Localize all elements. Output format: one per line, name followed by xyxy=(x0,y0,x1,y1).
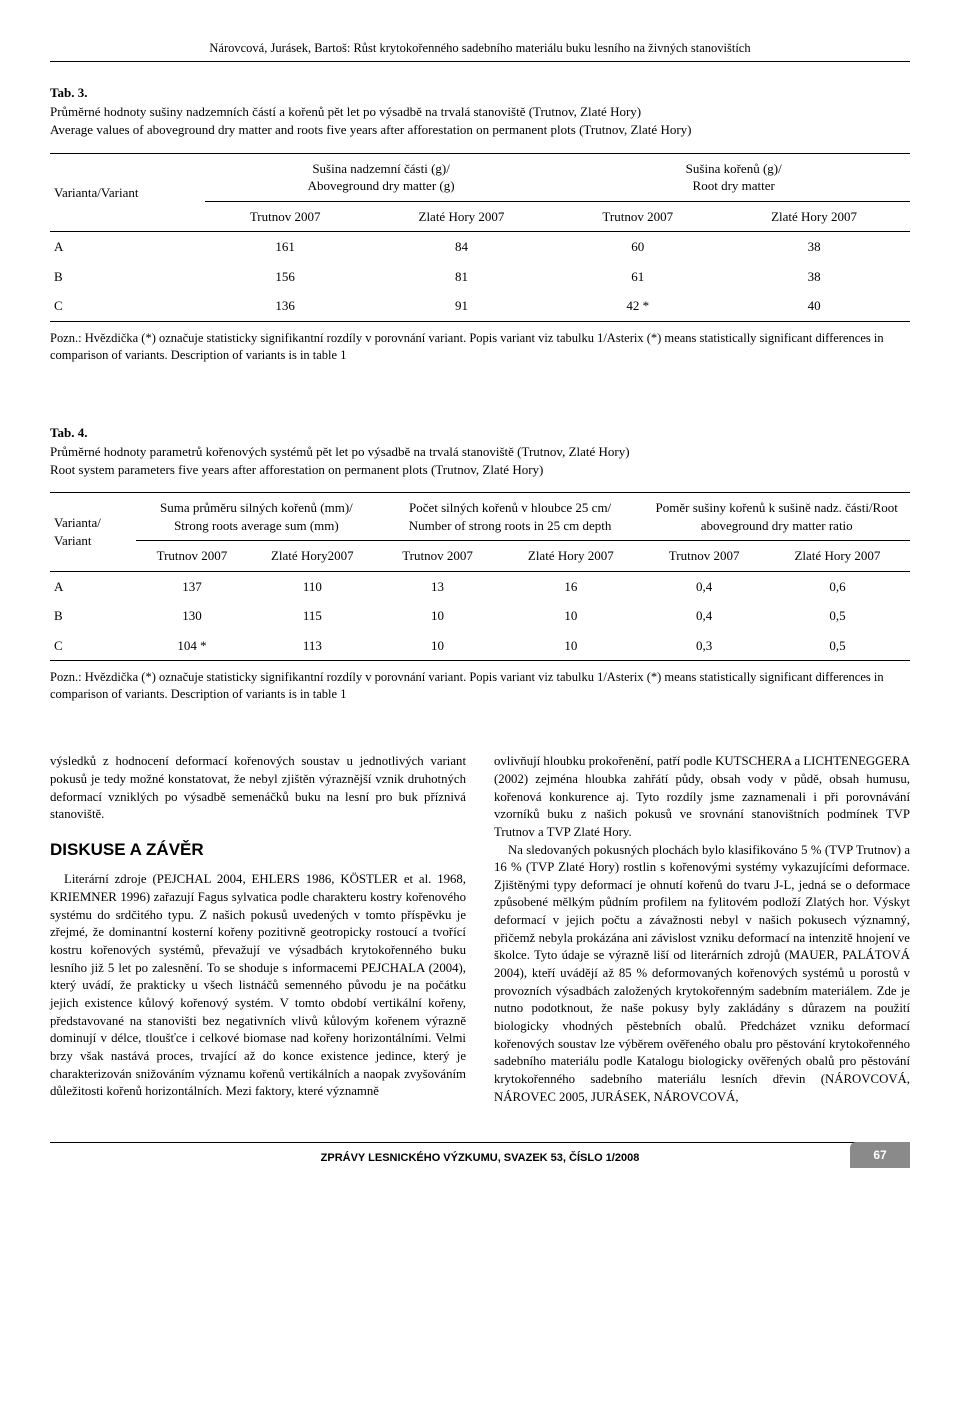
cell: 38 xyxy=(718,262,910,292)
cell: 0,3 xyxy=(643,631,765,661)
cell: 156 xyxy=(205,262,366,292)
tab4-caption-cz: Průměrné hodnoty parametrů kořenových sy… xyxy=(50,444,630,459)
table-4-block: Tab. 4. Průměrné hodnoty parametrů kořen… xyxy=(50,424,910,704)
tab3-grp1-en: Aboveground dry matter (g) xyxy=(308,178,455,193)
cell: 0,5 xyxy=(765,601,910,631)
tab4-sub2: Zlaté Hory2007 xyxy=(248,541,377,571)
tab4-grp3: Poměr sušiny kořenů k sušině nadz. části… xyxy=(643,493,910,541)
cell: 91 xyxy=(366,291,558,321)
table-row: A 137 110 13 16 0,4 0,6 xyxy=(50,571,910,601)
tab3-note: Pozn.: Hvězdička (*) označuje statistick… xyxy=(50,330,910,364)
tab4-grp2: Počet silných kořenů v hloubce 25 cm/ Nu… xyxy=(377,493,644,541)
table-row: C 104 * 113 10 10 0,3 0,5 xyxy=(50,631,910,661)
tab4-grp1-en: Strong roots average sum (mm) xyxy=(174,518,339,533)
tab3-caption: Průměrné hodnoty sušiny nadzemních částí… xyxy=(50,103,910,138)
cell: 110 xyxy=(248,571,377,601)
body-p4: Na sledovaných pokusných plochách bylo k… xyxy=(494,842,910,1107)
page-number-badge: 67 xyxy=(850,1142,910,1168)
tab4-note: Pozn.: Hvězdička (*) označuje statistick… xyxy=(50,669,910,703)
tab4-sub4: Zlaté Hory 2007 xyxy=(498,541,643,571)
cell: 161 xyxy=(205,232,366,262)
tab3-caption-cz: Průměrné hodnoty sušiny nadzemních částí… xyxy=(50,104,641,119)
cell: 81 xyxy=(366,262,558,292)
tab3-caption-en: Average values of aboveground dry matter… xyxy=(50,122,692,137)
section-heading: DISKUSE A ZÁVĚR xyxy=(50,838,466,861)
tab4-grp1: Suma průměru silných kořenů (mm)/ Strong… xyxy=(136,493,377,541)
page-footer: ZPRÁVY LESNICKÉHO VÝZKUMU, SVAZEK 53, ČÍ… xyxy=(50,1142,910,1182)
cell: 61 xyxy=(557,262,718,292)
cell: 84 xyxy=(366,232,558,262)
tab4-rowhead: Varianta/ Variant xyxy=(50,493,136,572)
tab4-sub5: Trutnov 2007 xyxy=(643,541,765,571)
cell: C xyxy=(50,291,205,321)
tab3-sub2: Zlaté Hory 2007 xyxy=(366,202,558,232)
cell: 40 xyxy=(718,291,910,321)
cell: 115 xyxy=(248,601,377,631)
cell: 42 * xyxy=(557,291,718,321)
footer-rule xyxy=(50,1142,910,1143)
table-3: Varianta/Variant Sušina nadzemní části (… xyxy=(50,153,910,322)
table-row: A 161 84 60 38 xyxy=(50,232,910,262)
cell: B xyxy=(50,601,136,631)
tab3-sub1: Trutnov 2007 xyxy=(205,202,366,232)
tab4-grp3-cz: Poměr sušiny kořenů k sušině nadz. části… xyxy=(656,500,898,515)
cell: 0,6 xyxy=(765,571,910,601)
tab4-grp2-en: Number of strong roots in 25 cm depth xyxy=(409,518,612,533)
cell: A xyxy=(50,571,136,601)
cell: 10 xyxy=(377,631,499,661)
cell: 0,4 xyxy=(643,601,765,631)
cell: 60 xyxy=(557,232,718,262)
tab4-grp2-cz: Počet silných kořenů v hloubce 25 cm/ xyxy=(409,500,611,515)
table-row: B 130 115 10 10 0,4 0,5 xyxy=(50,601,910,631)
tab3-grp2-cz: Sušina kořenů (g)/ xyxy=(686,161,782,176)
cell: 0,4 xyxy=(643,571,765,601)
tab4-caption-en: Root system parameters five years after … xyxy=(50,462,543,477)
table-3-block: Tab. 3. Průměrné hodnoty sušiny nadzemní… xyxy=(50,84,910,364)
tab3-label: Tab. 3. xyxy=(50,84,910,102)
tab3-grp1: Sušina nadzemní části (g)/ Aboveground d… xyxy=(205,153,558,201)
running-head: Nárovcová, Jurásek, Bartoš: Růst krytoko… xyxy=(50,40,910,57)
tab4-caption: Průměrné hodnoty parametrů kořenových sy… xyxy=(50,443,910,478)
table-4: Varianta/ Variant Suma průměru silných k… xyxy=(50,492,910,661)
cell: B xyxy=(50,262,205,292)
cell: C xyxy=(50,631,136,661)
body-columns: výsledků z hodnocení deformací kořenovýc… xyxy=(50,753,910,1106)
footer-text: ZPRÁVY LESNICKÉHO VÝZKUMU, SVAZEK 53, ČÍ… xyxy=(50,1151,910,1166)
cell: 104 * xyxy=(136,631,248,661)
cell: 13 xyxy=(377,571,499,601)
cell: A xyxy=(50,232,205,262)
tab4-grp1-cz: Suma průměru silných kořenů (mm)/ xyxy=(160,500,353,515)
body-p2: Literární zdroje (PEJCHAL 2004, EHLERS 1… xyxy=(50,871,466,1101)
tab4-sub6: Zlaté Hory 2007 xyxy=(765,541,910,571)
tab3-grp2-en: Root dry matter xyxy=(693,178,775,193)
tab3-grp1-cz: Sušina nadzemní části (g)/ xyxy=(312,161,450,176)
cell: 130 xyxy=(136,601,248,631)
cell: 0,5 xyxy=(765,631,910,661)
table-row: B 156 81 61 38 xyxy=(50,262,910,292)
tab3-sub3: Trutnov 2007 xyxy=(557,202,718,232)
tab4-sub1: Trutnov 2007 xyxy=(136,541,248,571)
cell: 10 xyxy=(377,601,499,631)
cell: 10 xyxy=(498,601,643,631)
cell: 137 xyxy=(136,571,248,601)
tab4-label: Tab. 4. xyxy=(50,424,910,442)
table-row: C 136 91 42 * 40 xyxy=(50,291,910,321)
head-rule xyxy=(50,61,910,62)
tab4-sub3: Trutnov 2007 xyxy=(377,541,499,571)
cell: 10 xyxy=(498,631,643,661)
tab3-rowhead: Varianta/Variant xyxy=(50,153,205,232)
cell: 16 xyxy=(498,571,643,601)
tab4-grp3-en: aboveground dry matter ratio xyxy=(701,518,853,533)
body-p1: výsledků z hodnocení deformací kořenovýc… xyxy=(50,753,466,824)
cell: 136 xyxy=(205,291,366,321)
tab3-sub4: Zlaté Hory 2007 xyxy=(718,202,910,232)
tab3-grp2: Sušina kořenů (g)/ Root dry matter xyxy=(557,153,910,201)
cell: 38 xyxy=(718,232,910,262)
cell: 113 xyxy=(248,631,377,661)
body-p3: ovlivňují hloubku prokořenění, patří pod… xyxy=(494,753,910,841)
